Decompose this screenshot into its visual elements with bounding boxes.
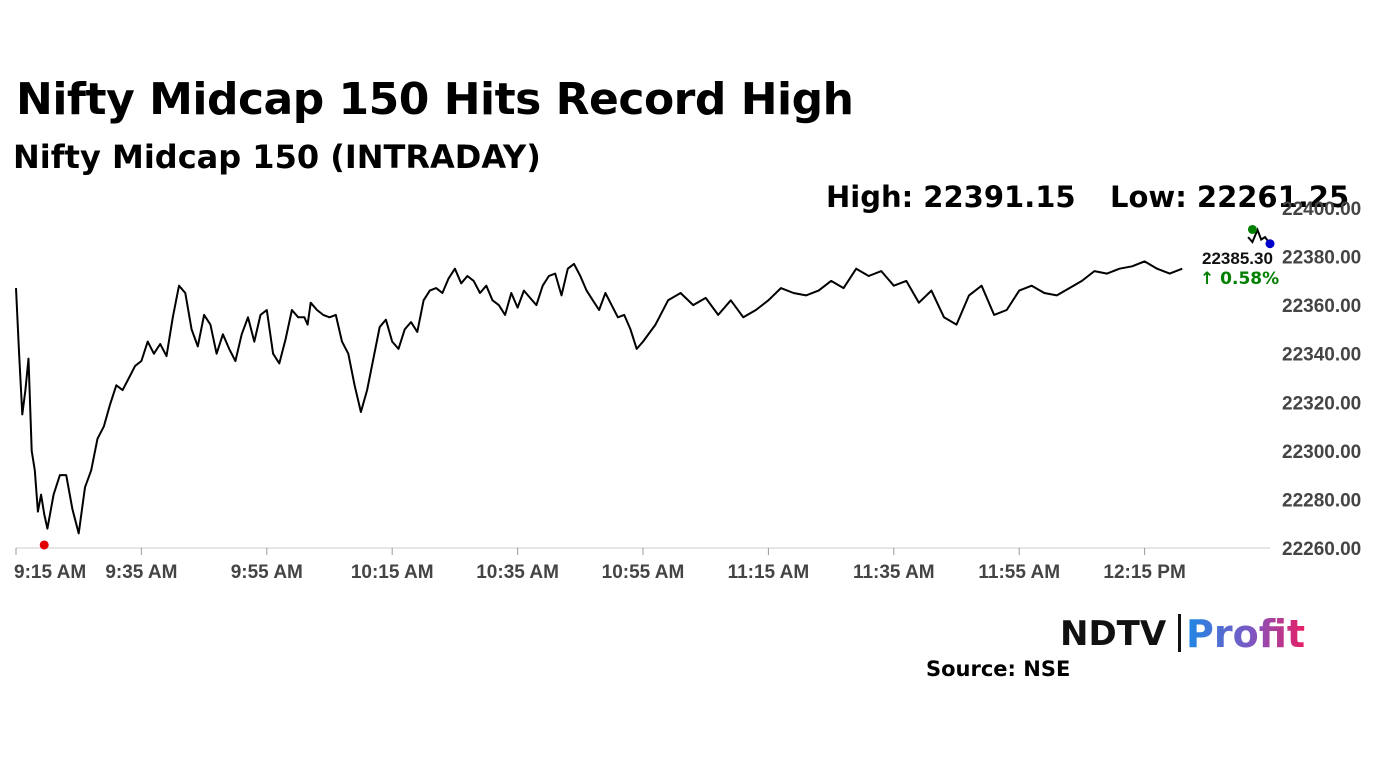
logo-divider	[1178, 614, 1181, 652]
axes: 9:15 AM 9:35 AM 9:55 AM 10:15 AM 10:35 AM 10:…	[14, 199, 1361, 583]
day-low-label: Low: 22261.25	[1110, 180, 1350, 214]
x-tick-label: 12:15 PM	[1103, 562, 1185, 583]
x-tick-label: 9:15 AM	[14, 562, 86, 583]
markers: 22385.30↑ 0.58%	[39, 224, 1279, 550]
x-tick-label: 9:35 AM	[105, 562, 177, 583]
y-tick-label: 22340.00	[1282, 345, 1361, 366]
day-high-label: High: 22391.15	[826, 180, 1076, 214]
profit-wordmark: Profit	[1186, 612, 1306, 656]
x-tick-label: 10:15 AM	[351, 562, 434, 583]
y-tick-label: 22280.00	[1282, 490, 1361, 511]
day-high-marker	[1247, 224, 1257, 234]
last-value-label: 22385.30	[1202, 249, 1273, 268]
y-tick-label: 22400.00	[1282, 199, 1361, 220]
y-tick-label: 22300.00	[1282, 442, 1361, 463]
y-tick-label: 22260.00	[1282, 539, 1361, 560]
x-tick-label: 9:55 AM	[231, 562, 303, 583]
price-series	[15, 227, 1271, 535]
latest-segment-line	[1247, 227, 1271, 245]
x-tick-label: 10:55 AM	[602, 562, 685, 583]
chart-title: Nifty Midcap 150 Hits Record High	[16, 74, 854, 125]
y-tick-label: 22360.00	[1282, 296, 1361, 317]
x-tick-label: 11:35 AM	[853, 562, 935, 583]
last-price-marker	[1265, 239, 1275, 249]
ndtv-wordmark: NDTV	[1060, 614, 1167, 654]
change-percent-label: ↑ 0.58%	[1200, 269, 1279, 289]
day-low-marker	[39, 540, 49, 550]
x-tick-label: 11:55 AM	[978, 562, 1060, 583]
x-tick-label: 11:15 AM	[728, 562, 810, 583]
source-note: Source: NSE	[926, 657, 1071, 681]
y-tick-label: 22320.00	[1282, 393, 1361, 414]
chart-subtitle: Nifty Midcap 150 (INTRADAY)	[13, 138, 541, 176]
price-line	[15, 260, 1183, 535]
y-tick-label: 22380.00	[1282, 248, 1361, 269]
x-tick-label: 10:35 AM	[476, 562, 559, 583]
